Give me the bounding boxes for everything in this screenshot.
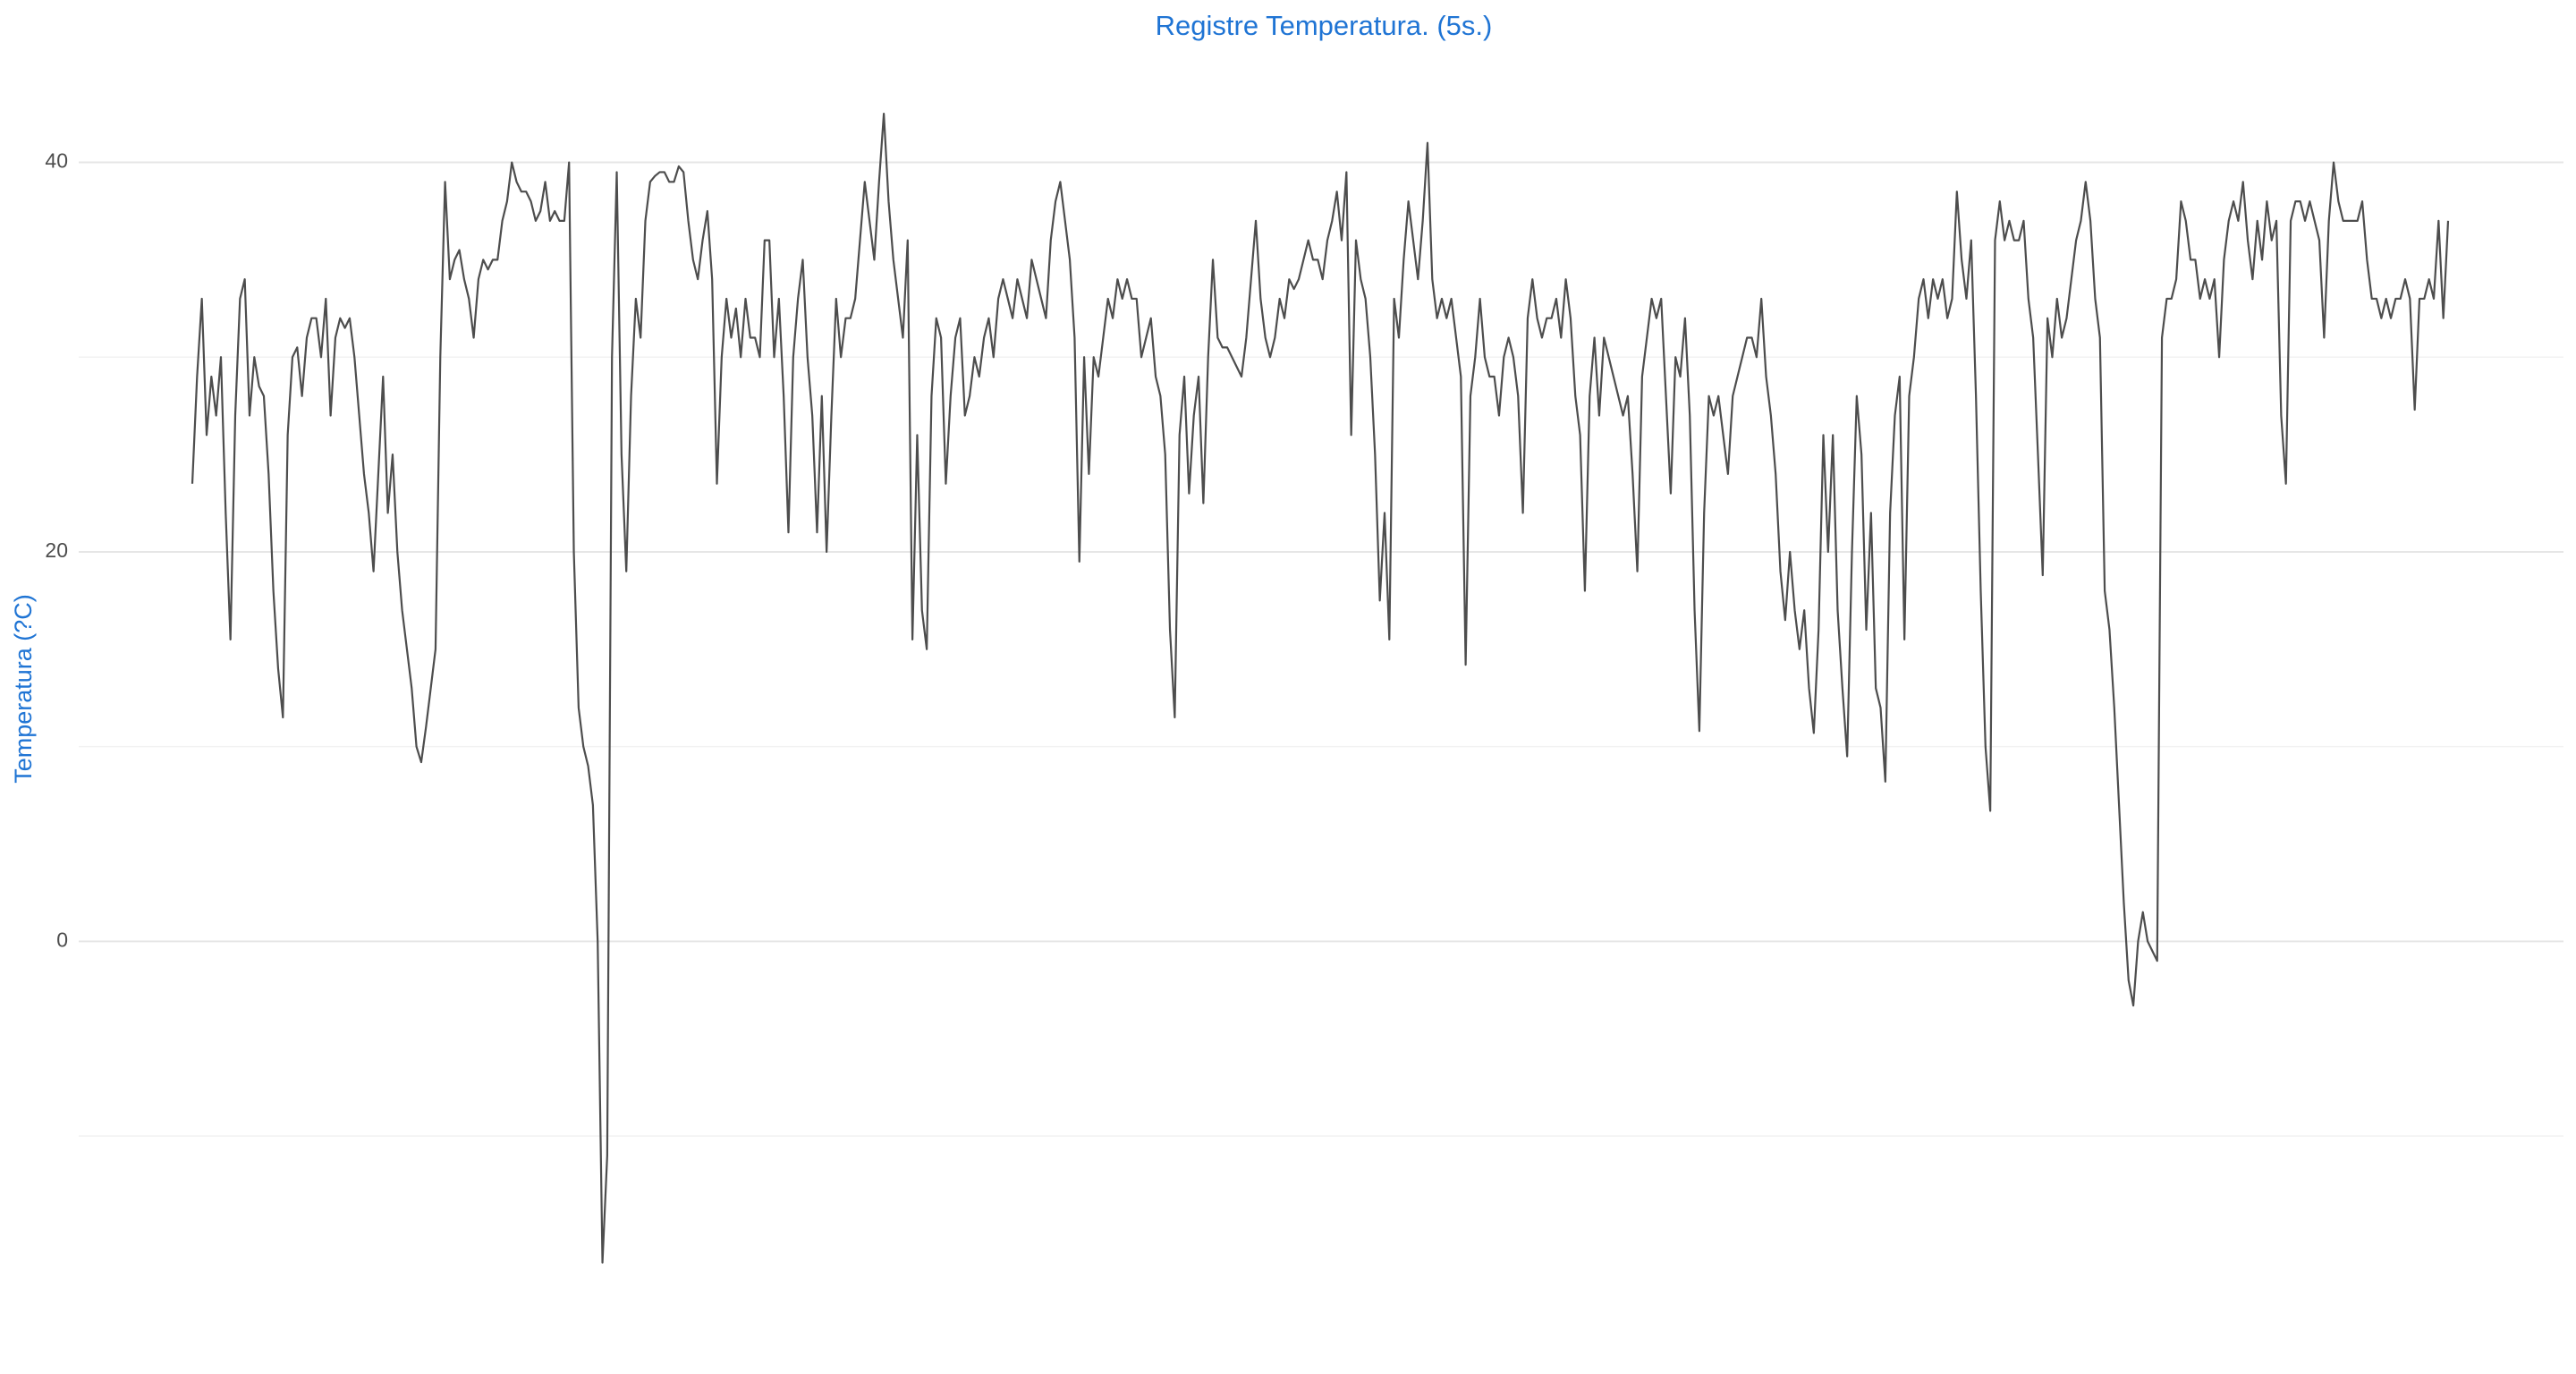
y-tick-label: 40 xyxy=(45,149,68,173)
chart-title: Registre Temperatura. (5s.) xyxy=(1156,10,1493,41)
y-axis-label: Temperatura (?C) xyxy=(10,594,37,784)
y-tick-label: 20 xyxy=(45,539,68,562)
y-tick-label: 0 xyxy=(56,928,68,951)
temperature-line xyxy=(191,113,2450,1264)
